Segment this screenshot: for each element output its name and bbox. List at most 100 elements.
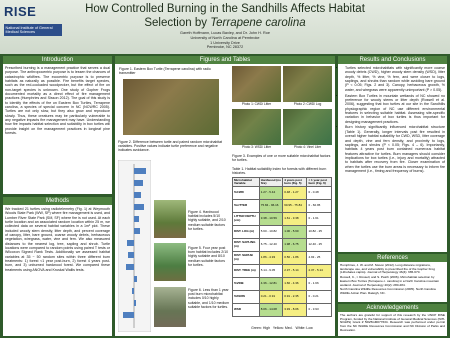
photo-grid: Photo 1: CWD/ Litter Photo 2: CWD/ Log Pho…	[232, 66, 332, 152]
table-cell: %VINE	[232, 276, 260, 291]
table-cell: 12.40 - 25	[306, 237, 332, 252]
photo-cell: Photo 1: CWD/ Litter	[232, 66, 281, 108]
table-cell: 4.36 - 12.81	[258, 276, 284, 291]
table-cell: 0 - 3.93	[306, 302, 332, 317]
table-cell: 0 - 0.21	[306, 289, 332, 304]
table-cell: 5.14 - 9.05	[258, 263, 284, 278]
table-row: %CWD 1.27 - 5.44 0.48 - 1.27 0 - 0.48	[232, 185, 332, 200]
photo-caption: Photo 4: Vine/ Liter	[293, 145, 322, 149]
table-legend: Green: High Yellow: Med. White: Low	[251, 326, 313, 330]
table-cell: 8.06 - 14.08	[258, 302, 284, 317]
table-cell: 0.48 - 1.27	[282, 185, 308, 200]
methods-text: We tracked 21 turtles using radiotelemet…	[3, 205, 112, 336]
figure-caption: Figure 4. Hardwood habitat includes 5/10…	[188, 210, 226, 231]
table-row: %VINE 4.36 - 12.81 1.66 - 4.36 0 - 1.66	[232, 276, 332, 291]
table-cell: 1.66 - 4.36	[282, 276, 308, 291]
figure-2-chart	[118, 160, 151, 332]
table-cell: DIST. TREE (m)	[232, 263, 260, 278]
table-row: LITTER DEPTH (cm) 3.38 - 10.59 1.61 - 3.38…	[232, 211, 332, 226]
logo-nigms: National Institute of General Medical Sc…	[4, 24, 62, 36]
section-heading: Acknowledgements	[338, 304, 447, 312]
bars	[123, 168, 146, 318]
result-bullet: Turtles selected microhabitats with sign…	[345, 66, 445, 92]
table-header-cell: Microhabitat Variable	[232, 177, 260, 187]
table-cell: 6.75 - 12.40	[258, 237, 284, 252]
result-bullet: Burn history significantly influenced mi…	[345, 125, 445, 173]
table-cell: 75.84 - 96.16	[258, 198, 284, 213]
table-cell: %FERN	[232, 289, 260, 304]
reference: Humphries, J. W. and M. Sisson (2012). L…	[340, 263, 435, 275]
title-species: Terrapene carolina	[210, 17, 306, 29]
result-bullet: Eastern Box Turtles in mountain wetlands…	[345, 94, 445, 124]
table-cell: 3.38 - 10.59	[258, 211, 284, 226]
title-main: How Controlled Burning in the Sandhills …	[85, 3, 365, 15]
table-cell: 60.95 - 75.84	[282, 198, 308, 213]
reference: North Carolina Wildlife Resources Commis…	[340, 287, 436, 295]
table-cell: 0.56 - 1.86	[282, 250, 308, 265]
table-cell: 1.00 - 5.60	[282, 224, 308, 239]
photo	[232, 66, 281, 102]
table-header-row: Microhabitat Variable Hardwood (no fire) 4…	[232, 177, 332, 187]
photo-caption: Photo 2: CWD/ Log	[293, 102, 322, 106]
results-panel: Turtles selected microhabitats with sign…	[338, 64, 447, 252]
table-caption: Table 1. Habitat suitability index for f…	[232, 167, 327, 176]
logo-text: RISE	[4, 4, 37, 19]
table-cell: %LITTER	[232, 198, 260, 213]
table-cell: DIST. SHRUB (m)	[232, 250, 260, 265]
table-cell: 0 - 0.48	[306, 185, 332, 200]
table-row: DIST. TREE (m) 5.14 - 9.05 2.37 - 5.14 2.37…	[232, 263, 332, 278]
figure-caption: Figure 6. Less than 1 year post burn mic…	[188, 288, 230, 309]
table-cell: 4.93 - 25	[306, 250, 332, 265]
header	[0, 0, 450, 54]
table-cell: 1.27 - 5.44	[258, 185, 284, 200]
table-row: DIST. LOG (m) 5.60 - 10.82 1.00 - 5.60 10.8…	[232, 224, 332, 239]
table-row: %LITTER 75.84 - 96.16 60.95 - 75.84 0 - 60.…	[232, 198, 332, 213]
photo-caption: Photo 3: WSD/ Litter	[241, 145, 272, 149]
figure-caption: Figure 2. Difference between turtle and …	[118, 140, 223, 153]
figure-caption: Figure 1. Eastern Box Turtle (Terrapene …	[119, 67, 211, 76]
table-cell: DIST. SAPLING (m)	[232, 237, 260, 252]
photo	[283, 109, 332, 145]
acknowledgements-text: The authors are grateful for support of …	[338, 312, 447, 336]
table-cell: 5.60 - 10.82	[258, 224, 284, 239]
photo	[283, 66, 332, 102]
photo-cell: Photo 2: CWD/ Log	[283, 66, 332, 108]
results-list: Turtles selected microhabitats with sign…	[340, 66, 445, 173]
section-heading: Introduction	[3, 56, 112, 64]
table-header-cell: Hardwood (no fire)	[258, 177, 284, 187]
table-header-cell: < 1 year post burn (Fig. 6)	[306, 177, 332, 187]
section-heading: Methods	[3, 197, 112, 205]
photo-caption: Photo 1: CWD/ Litter	[241, 102, 272, 106]
photo	[232, 109, 281, 145]
table-cell: %CWD	[232, 185, 260, 200]
references-panel: Humphries, J. W. and M. Sisson (2012). L…	[338, 262, 447, 302]
table-row: DIST. SAPLING (m) 6.75 - 12.40 1.98 - 6.75…	[232, 237, 332, 252]
title: How Controlled Burning in the Sandhills …	[70, 2, 380, 30]
photo-cell: Photo 3: WSD/ Litter	[232, 109, 281, 151]
table-cell: 2.37 - 5.14	[306, 263, 332, 278]
table-row: WSD 8.06 - 14.08 3.93 - 8.06 0 - 3.93	[232, 302, 332, 317]
table-row: %FERN 0.21 - 0.91 0.91 - 2.35 0 - 0.21	[232, 289, 332, 304]
post-burn-photo	[154, 243, 186, 281]
table-row: DIST. SHRUB (m) 1.86 - 4.93 0.56 - 1.86 4.9…	[232, 250, 332, 265]
section-heading: Figures and Tables	[115, 56, 335, 64]
table-cell: 1.61 - 3.38	[282, 211, 308, 226]
title-line2: Selection by	[144, 17, 207, 29]
reference: Rossell, C., I. Rossell, and S. Patch (2…	[340, 275, 440, 287]
address: Pembroke, NC 28372	[206, 45, 244, 50]
table-cell: 0 - 60.95	[306, 198, 332, 213]
table-cell: 0.91 - 2.35	[282, 289, 308, 304]
table-cell: 3.93 - 8.06	[282, 302, 308, 317]
section-heading: References	[338, 254, 447, 262]
table-cell: 0 - 1.61	[306, 211, 332, 226]
introduction-text: Prescribed burning is a management pract…	[3, 64, 112, 194]
affiliation: University of North Carolina at Pembroke	[190, 35, 260, 40]
figure-caption: Figure 3. Examples of one or more suitab…	[232, 154, 331, 163]
logo-rise: RISE	[4, 4, 64, 24]
table-cell: 0.21 - 0.91	[258, 289, 284, 304]
table-cell: 10.82 - 25	[306, 224, 332, 239]
figure-caption: Figure 5. Four year post burn habitat in…	[188, 246, 229, 267]
authors: Gareth Hoffmann, Lucas Baxley, and Dr. J…	[180, 31, 270, 35]
table-cell: 0 - 1.66	[306, 276, 332, 291]
table-cell: LITTER DEPTH (cm)	[232, 211, 260, 226]
